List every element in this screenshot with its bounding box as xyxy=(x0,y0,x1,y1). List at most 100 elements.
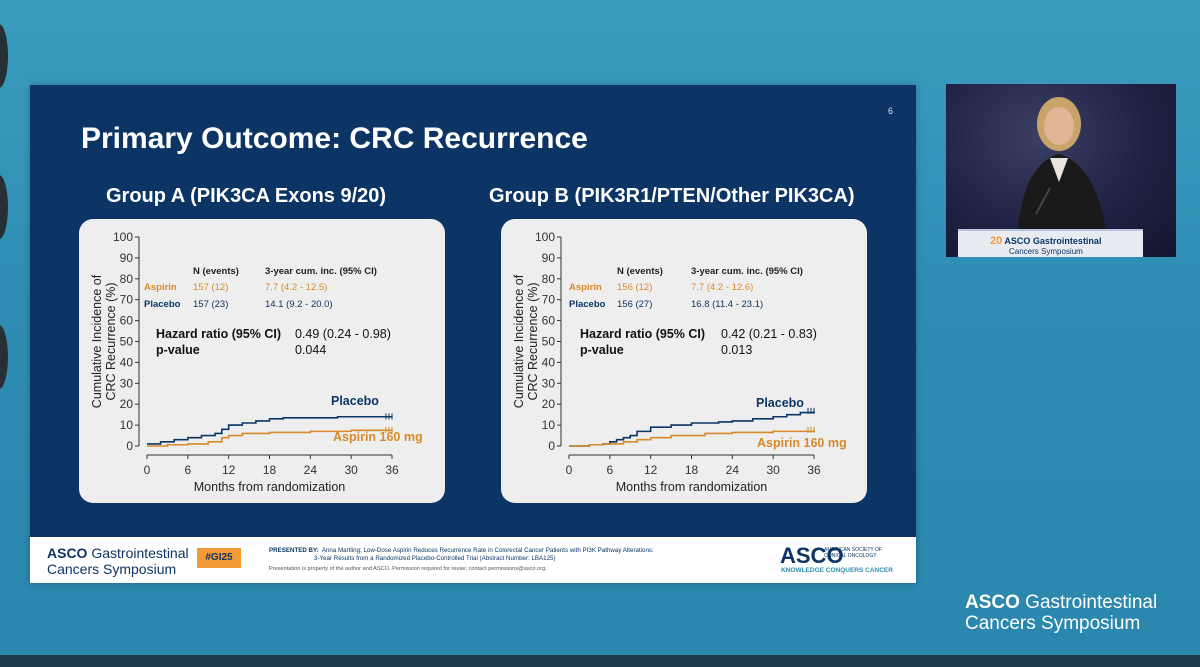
row-placebo-n: 157 (23) xyxy=(193,299,229,310)
chart-panel-group-b: 0 10 20 30 40 50 60 70 80 90 100 0 6 12 18 24 30 36 Months… xyxy=(501,219,867,503)
x-tick-label: 12 xyxy=(644,463,658,477)
series-line-aspirin-160-mg xyxy=(147,429,393,447)
hazard-ratio-value: 0.49 (0.24 - 0.98) xyxy=(295,327,391,341)
x-tick-label: 12 xyxy=(222,463,236,477)
y-tick-label: 100 xyxy=(113,230,133,244)
y-tick-label: 30 xyxy=(542,376,556,390)
brand-rest: Gastrointestinal xyxy=(1019,592,1158,613)
y-axis-label-line2: CRC Recurrence (%) xyxy=(526,282,540,400)
x-axis-label: Months from randomization xyxy=(194,480,346,494)
presented-line-2: 3-Year Results from a Randomized Placebo… xyxy=(314,555,556,562)
p-value: 0.044 xyxy=(295,343,327,357)
row-placebo-incidence: 14.1 (9.2 - 20.0) xyxy=(265,299,333,310)
bottom-bar xyxy=(0,655,1200,667)
speaker-figure-icon xyxy=(1018,97,1106,229)
row-aspirin-n: 157 (12) xyxy=(193,282,229,293)
row-aspirin-label: Aspirin xyxy=(144,282,177,293)
brand-asco: ASCO xyxy=(965,592,1020,613)
x-tick-label: 6 xyxy=(606,463,613,477)
row-placebo-n: 156 (27) xyxy=(617,299,653,310)
y-tick-label: 20 xyxy=(120,397,134,411)
side-control-3 xyxy=(0,325,8,389)
row-placebo-label: Placebo xyxy=(144,299,181,310)
p-value-label: p-value xyxy=(156,343,200,357)
row-placebo-label: Placebo xyxy=(569,299,606,310)
y-tick-label: 10 xyxy=(542,418,556,432)
y-axis-label-line2: CRC Recurrence (%) xyxy=(104,282,118,400)
side-control-2 xyxy=(0,175,8,239)
y-tick-label: 80 xyxy=(120,272,134,286)
x-axis-label: Months from randomization xyxy=(616,480,768,494)
y-tick-label: 0 xyxy=(548,439,555,453)
podium-line-2: Cancers Symposium xyxy=(1009,247,1083,256)
presented-by-text: PRESENTED BY: Anna Martling: Low-Dose As… xyxy=(269,547,654,563)
presented-by-label: PRESENTED BY: xyxy=(269,547,319,554)
chart-panel-group-a: 0 10 20 30 40 50 60 70 80 90 100 0 6 12 18 24 30 36 Months… xyxy=(79,219,445,503)
asco-logo: ASCO xyxy=(780,543,844,568)
asco-sub-2: CLINICAL ONCOLOGY xyxy=(824,553,877,559)
speaker-video: 20 ASCO Gastrointestinal Cancers Symposi… xyxy=(946,84,1176,257)
x-tick-label: 36 xyxy=(385,463,399,477)
placebo-curve-label: Placebo xyxy=(331,394,379,408)
series-line-aspirin-160-mg xyxy=(569,429,815,447)
y-tick-label: 70 xyxy=(120,293,134,307)
y-tick-label: 10 xyxy=(120,418,134,432)
hazard-ratio-label: Hazard ratio (95% CI) xyxy=(156,327,282,341)
y-tick-label: 40 xyxy=(120,355,134,369)
podium xyxy=(958,229,1143,257)
footer-logo-rest: Gastrointestinal xyxy=(87,545,189,561)
x-tick-label: 36 xyxy=(807,463,821,477)
brand-line-2: Cancers Symposium xyxy=(965,613,1141,634)
row-aspirin-n: 156 (12) xyxy=(617,282,653,293)
hazard-ratio-label: Hazard ratio (95% CI) xyxy=(580,327,706,341)
incidence-chart-group-b: 0 10 20 30 40 50 60 70 80 90 100 0 6 12 18 24 30 36 Months… xyxy=(512,230,821,494)
incidence-chart-group-a: 0 10 20 30 40 50 60 70 80 90 100 0 6 12 18 24 30 36 Months… xyxy=(90,230,399,494)
property-notice: Presentation is property of the author a… xyxy=(269,566,547,572)
presented-line-1: Anna Martling: Low-Dose Aspirin Reduces … xyxy=(321,547,654,554)
slide-content-area: 6 Primary Outcome: CRC Recurrence Group … xyxy=(30,85,916,537)
placebo-curve-label: Placebo xyxy=(756,396,804,410)
y-tick-label: 90 xyxy=(542,251,556,265)
asco-subtitle: AMERICAN SOCIETY OF CLINICAL ONCOLOGY xyxy=(824,547,882,559)
footer-logo-asco: ASCO xyxy=(47,545,88,561)
side-control-1 xyxy=(0,24,8,88)
x-tick-label: 0 xyxy=(144,463,151,477)
series-line-placebo xyxy=(569,410,815,447)
y-tick-label: 60 xyxy=(542,314,556,328)
row-aspirin-incidence: 7.7 (4.2 - 12.5) xyxy=(265,282,328,293)
row-aspirin-incidence: 7.7 (4.2 - 12.6) xyxy=(691,282,754,293)
podium-sign: 20 ASCO Gastrointestinal xyxy=(990,235,1101,247)
y-tick-label: 50 xyxy=(120,335,134,349)
col-header-incidence: 3-year cum. inc. (95% CI) xyxy=(265,266,377,277)
y-tick-label: 0 xyxy=(126,439,133,453)
x-tick-label: 30 xyxy=(344,463,358,477)
slide-number: 6 xyxy=(887,106,893,116)
podium-line-1: ASCO Gastrointestinal xyxy=(1004,236,1102,246)
group-b-title: Group B (PIK3R1/PTEN/Other PIK3CA) xyxy=(489,185,855,207)
podium-year: 20 xyxy=(990,235,1003,247)
x-tick-label: 24 xyxy=(304,463,318,477)
y-axis-label-line1: Cumulative Incidence of xyxy=(90,274,104,408)
y-tick-label: 30 xyxy=(120,376,134,390)
col-header-incidence: 3-year cum. inc. (95% CI) xyxy=(691,266,803,277)
x-tick-label: 6 xyxy=(184,463,191,477)
y-axis-label-line1: Cumulative Incidence of xyxy=(512,274,526,408)
col-header-n: N (events) xyxy=(193,266,239,277)
group-a-title: Group A (PIK3CA Exons 9/20) xyxy=(106,185,387,207)
asco-sub-1: AMERICAN SOCIETY OF xyxy=(824,547,882,553)
x-tick-label: 18 xyxy=(263,463,277,477)
y-tick-label: 20 xyxy=(542,397,556,411)
p-value-label: p-value xyxy=(580,343,624,357)
y-tick-label: 70 xyxy=(542,293,556,307)
row-aspirin-label: Aspirin xyxy=(569,282,602,293)
hashtag-badge: #GI25 xyxy=(197,548,241,568)
p-value: 0.013 xyxy=(721,343,753,357)
aspirin-curve-label: Aspirin 160 mg xyxy=(757,436,847,450)
slide-title: Primary Outcome: CRC Recurrence xyxy=(81,122,588,155)
y-tick-label: 60 xyxy=(120,314,134,328)
brand-logo: ASCO Gastrointestinal xyxy=(965,592,1157,614)
y-tick-label: 100 xyxy=(535,230,555,244)
series-line-placebo xyxy=(147,415,393,445)
col-header-n: N (events) xyxy=(617,266,663,277)
presentation-slide: 6 Primary Outcome: CRC Recurrence Group … xyxy=(30,85,916,583)
